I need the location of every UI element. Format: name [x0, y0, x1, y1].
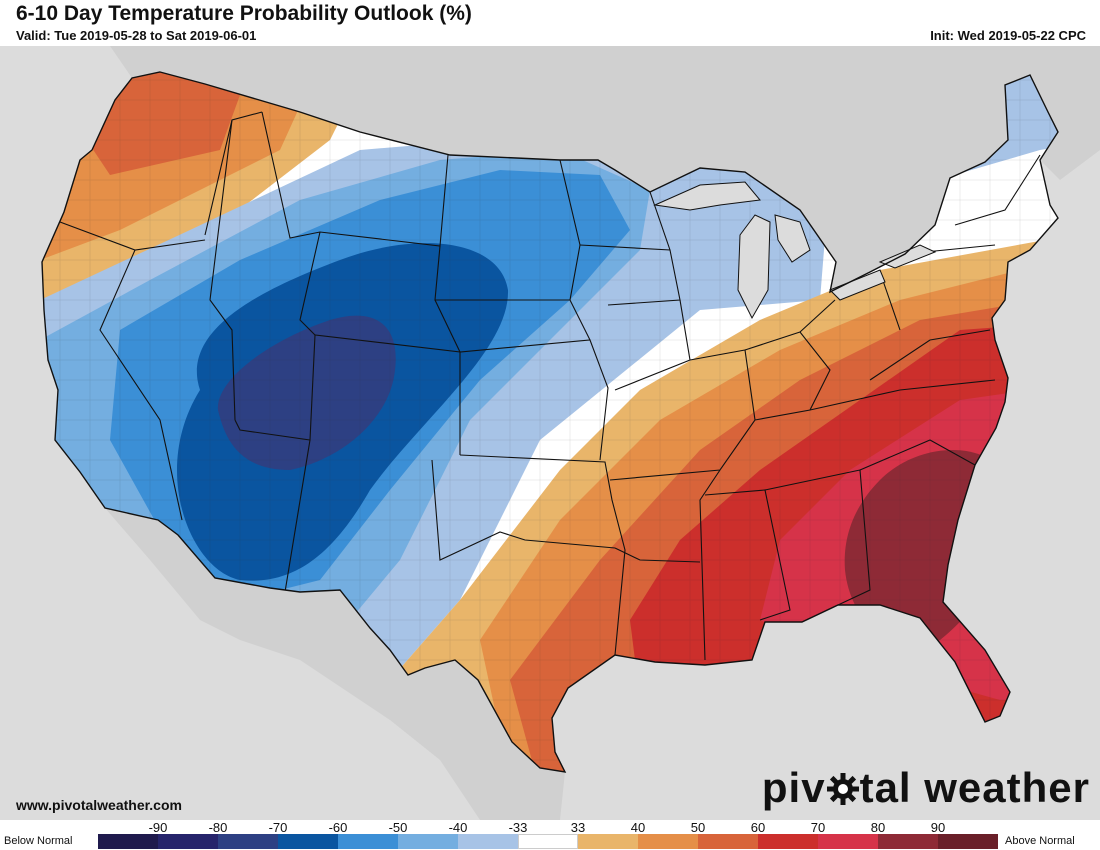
- gear-icon: [826, 773, 859, 805]
- legend-tick-label: 60: [750, 820, 766, 835]
- legend-tick-label: 50: [690, 820, 706, 835]
- legend-swatch: [218, 834, 278, 849]
- below-normal-label: Below Normal: [4, 835, 73, 847]
- color-legend: -90 -80 -70 -60 -50 -40 -33 33 40 50 60 70 80 90 Belo…: [0, 820, 1100, 850]
- legend-swatch: [758, 834, 818, 849]
- legend-swatch: [398, 834, 458, 849]
- legend-tick-label: -80: [208, 820, 228, 835]
- legend-tick-label: 70: [810, 820, 826, 835]
- map-header: 6-10 Day Temperature Probability Outlook…: [0, 0, 1100, 46]
- legend-swatch: [158, 834, 218, 849]
- legend-tick-label: 90: [930, 820, 946, 835]
- legend-swatch: [698, 834, 758, 849]
- above-normal-label: Above Normal: [1005, 835, 1075, 847]
- legend-tick-label: -70: [268, 820, 288, 835]
- init-time: Init: Wed 2019-05-22 CPC: [930, 28, 1086, 43]
- map-title: 6-10 Day Temperature Probability Outlook…: [16, 2, 472, 25]
- legend-tick-label: -40: [448, 820, 468, 835]
- legend-tick-label: -90: [148, 820, 168, 835]
- logo-text-left: piv: [761, 764, 826, 811]
- legend-swatch: [278, 834, 338, 849]
- neighbor-land: [0, 46, 1100, 820]
- legend-swatch: [938, 834, 998, 849]
- legend-tick-label: 33: [570, 820, 586, 835]
- legend-swatch: [878, 834, 938, 849]
- legend-swatch: [518, 834, 578, 849]
- legend-swatch: [818, 834, 878, 849]
- legend-tick-label: 40: [630, 820, 646, 835]
- legend-tick-label: -33: [508, 820, 528, 835]
- website-url: www.pivotalweather.com: [16, 797, 182, 813]
- logo-text-right: tal weather: [859, 764, 1090, 811]
- legend-swatch: [98, 834, 158, 849]
- legend-swatch: [578, 834, 638, 849]
- pivotal-weather-logo: piv tal weather: [762, 764, 1090, 812]
- map-area: [0, 46, 1100, 820]
- legend-tick-label: -60: [328, 820, 348, 835]
- us-map: [0, 46, 1100, 820]
- legend-swatch: [638, 834, 698, 849]
- legend-bar: [98, 834, 998, 849]
- great-lakes: [653, 181, 937, 320]
- legend-ticks: -90 -80 -70 -60 -50 -40 -33 33 40 50 60 70 80 90: [0, 820, 1100, 835]
- legend-tick-label: -50: [388, 820, 408, 835]
- valid-period: Valid: Tue 2019-05-28 to Sat 2019-06-01: [16, 28, 257, 43]
- legend-tick-label: 80: [870, 820, 886, 835]
- legend-swatch: [338, 834, 398, 849]
- state-borders: [59, 111, 1041, 661]
- legend-swatch: [458, 834, 518, 849]
